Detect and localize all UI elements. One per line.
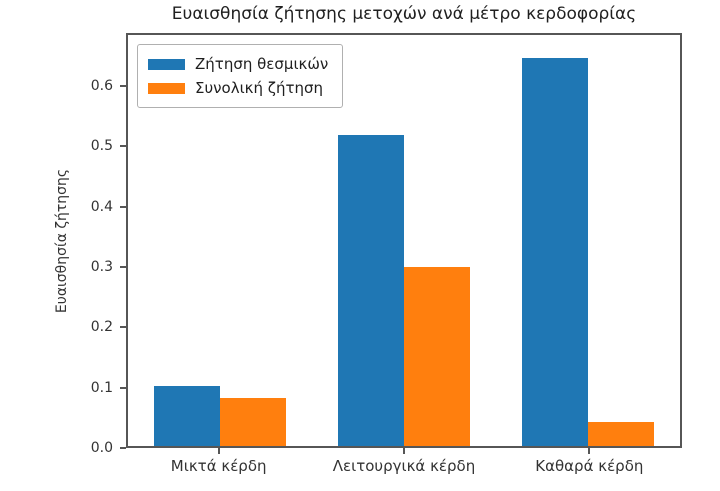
chart-title: Ευαισθησία ζήτησης μετοχών ανά μέτρο κερ… [171,4,637,24]
x-tick-label-cat1: Μικτά κέρδη [170,457,267,475]
legend: Ζήτηση θεσμικών Συνολική ζήτηση [137,44,344,108]
y-tick-mark [120,386,126,389]
x-tick-mark [403,448,405,454]
y-tick-mark [120,326,126,329]
y-tick-label: 0.1 [90,379,113,396]
x-tick-label-cat3: Καθαρά κέρδη [535,457,644,475]
y-tick-label: 0.4 [90,198,113,215]
y-tick-label: 0.2 [90,319,113,336]
y-tick-mark [120,266,126,269]
bar-series2-cat2 [404,266,470,446]
legend-item-series1: Ζήτηση θεσμικών [148,52,328,76]
legend-swatch-orange [148,82,185,94]
legend-item-series2: Συνολική ζήτηση [148,76,328,100]
x-tick-label-cat2: Λειτουργικά κέρδη [332,457,476,475]
y-tick-mark [120,85,126,88]
x-tick-mark [588,448,591,454]
legend-label-series1: Ζήτηση θεσμικών [195,55,329,73]
bar-series2-cat1 [220,398,286,446]
bar-series1-cat3 [522,57,588,446]
x-tick-mark [217,448,220,454]
y-tick-mark [120,447,126,449]
bar-series1-cat1 [154,386,220,446]
bar-series1-cat2 [338,135,404,446]
y-tick-label: 0.0 [90,440,113,456]
legend-swatch-blue [148,58,185,70]
y-tick-mark [120,145,126,148]
y-tick-mark [120,205,126,208]
y-tick-label: 0.5 [90,138,113,155]
plot-area: Ζήτηση θεσμικών Συνολική ζήτηση [126,33,682,448]
y-tick-label: 0.6 [90,78,113,95]
y-tick-label: 0.3 [90,259,113,276]
x-axis: Μικτά κέρδη Λειτουργικά κέρδη Καθαρά κέρδη [126,448,682,490]
legend-label-series2: Συνολική ζήτηση [195,79,323,97]
y-axis: 0.0 0.1 0.2 0.3 0.4 0.5 0.6 [0,33,126,456]
bar-series2-cat3 [588,422,654,446]
